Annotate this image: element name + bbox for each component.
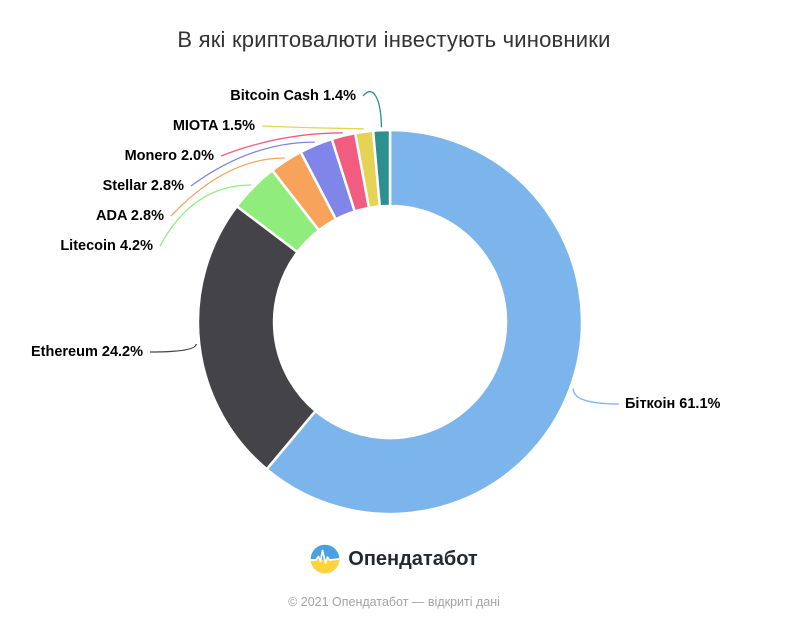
connector-litecoin: [159, 184, 252, 247]
brand-name: Опендатабот: [348, 547, 478, 570]
opendatabot-logo-icon: [310, 544, 340, 574]
donut-slices: [196, 128, 584, 516]
label-connectors: [149, 91, 620, 405]
slice-label-ada: ADA 2.8%: [96, 208, 164, 224]
slice-label-bitcoin: Біткоін 61.1%: [625, 396, 721, 412]
slice-label-stellar: Stellar 2.8%: [102, 178, 184, 194]
slice-label-miota: MIOTA 1.5%: [172, 118, 255, 134]
copyright-text: © 2021 Опендатабот — відкриті дані: [288, 595, 500, 609]
slice-ethereum[interactable]: [196, 204, 317, 471]
brand-link[interactable]: Опендатабот: [0, 544, 788, 574]
connector-bitcoin: [572, 388, 620, 405]
slice-bitcoin[interactable]: [265, 128, 584, 516]
slice-label-ethereum: Ethereum 24.2%: [30, 344, 143, 360]
slice-label-litecoin: Litecoin 4.2%: [60, 238, 153, 254]
connector-ethereum: [149, 343, 197, 353]
connector-ada: [170, 157, 285, 217]
chart-title: В які криптовалюти інвестують чиновники: [177, 27, 611, 52]
slice-bitcoin-cash[interactable]: [371, 128, 392, 208]
slice-label-bitcoin-cash: Bitcoin Cash 1.4%: [230, 88, 356, 104]
connector-miota: [261, 125, 364, 130]
connector-monero: [220, 132, 343, 157]
connector-bitcoin-cash: [362, 91, 383, 128]
slice-label-monero: Monero 2.0%: [124, 148, 214, 164]
connector-stellar: [190, 141, 315, 187]
